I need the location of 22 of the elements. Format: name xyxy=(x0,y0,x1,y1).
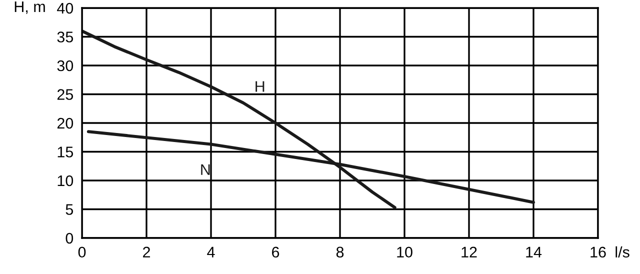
x-tick-label: 4 xyxy=(207,246,215,258)
x-tick-label: 0 xyxy=(78,246,86,258)
y-tick-label: 30 xyxy=(57,60,74,72)
y-tick-label: 25 xyxy=(57,89,74,100)
x-tick-label: 10 xyxy=(397,246,412,258)
y-tick-label: 10 xyxy=(58,175,74,186)
series-label: H xyxy=(256,81,264,92)
x-tick-label: 8 xyxy=(336,246,344,258)
y-tick-label: 5 xyxy=(66,204,74,215)
x-tick-label: 2 xyxy=(143,246,150,258)
x-axis-title: l/s xyxy=(616,246,630,258)
x-tick-label: 14 xyxy=(526,246,542,258)
series-label: N xyxy=(201,164,210,175)
y-tick-label: 15 xyxy=(58,146,74,158)
y-axis-title: H, m xyxy=(14,1,45,14)
y-tick-label: 35 xyxy=(57,32,74,42)
x-tick-label: 12 xyxy=(462,246,477,258)
y-tick-label: 0 xyxy=(66,232,74,244)
x-tick-label: 16 xyxy=(590,246,606,258)
x-tick-label: 6 xyxy=(272,246,280,258)
y-tick-label: 20 xyxy=(57,118,74,129)
y-tick-label: 40 xyxy=(57,2,74,14)
